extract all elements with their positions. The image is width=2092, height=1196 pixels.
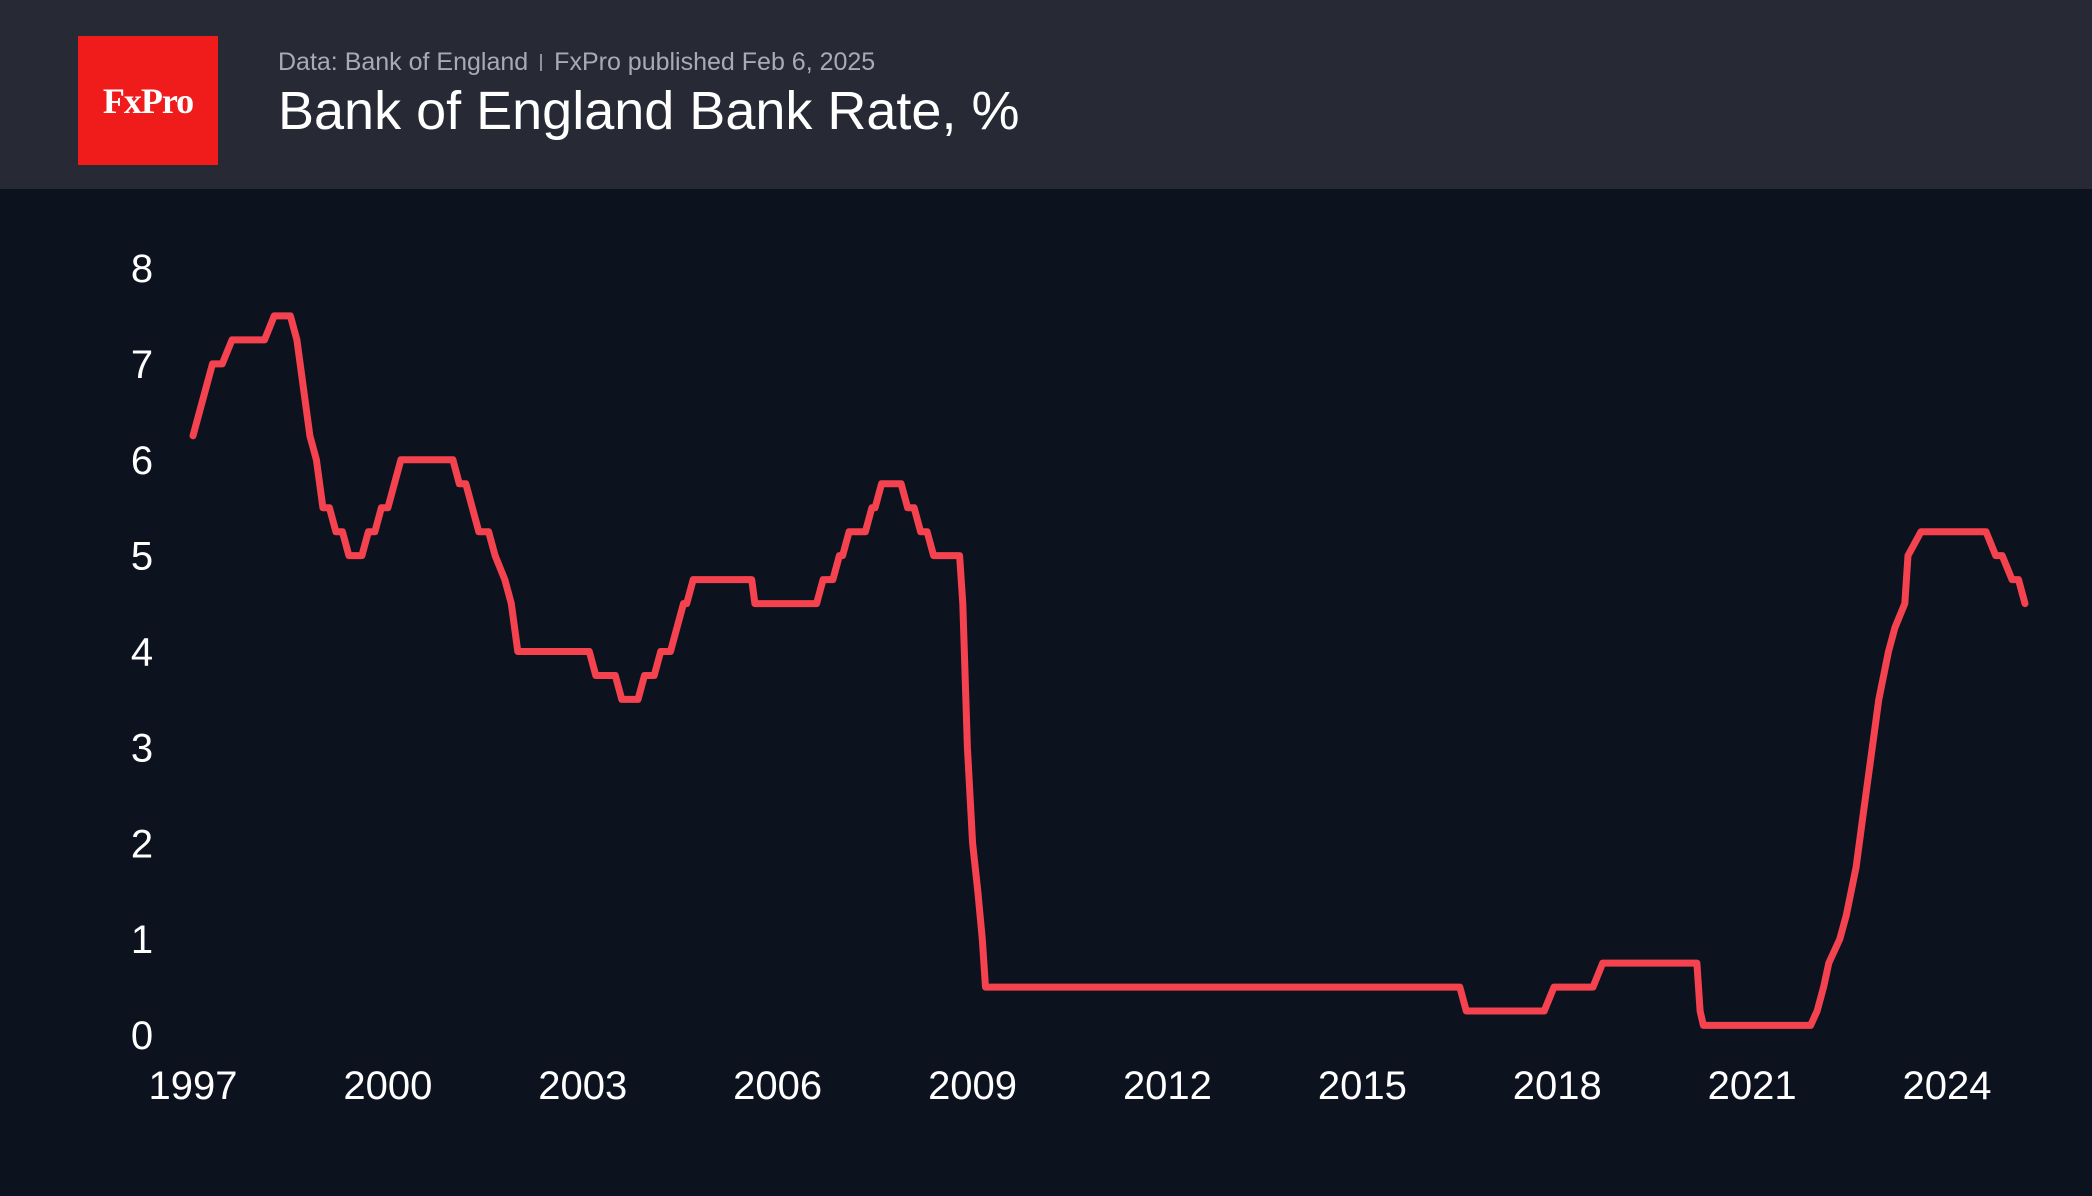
fxpro-logo: FxPro [78,36,218,165]
y-tick-label: 5 [131,535,153,579]
x-tick-label: 2015 [1318,1064,1407,1108]
x-tick-label: 2018 [1513,1064,1602,1108]
y-tick-label: 2 [131,822,153,866]
chart-title: Bank of England Bank Rate, % [278,81,1020,141]
x-tick-label: 2024 [1903,1064,1992,1108]
bank-rate-line [189,312,2029,1029]
x-tick-label: 2009 [928,1064,1017,1108]
x-tick-label: 2000 [343,1064,432,1108]
separator [540,54,543,71]
y-tick-label: 7 [131,343,153,387]
y-tick-label: 3 [131,726,153,770]
x-tick-label: 1997 [149,1064,238,1108]
y-tick-label: 4 [131,631,153,675]
header-bar: FxPro Data: Bank of England FxPro publis… [0,0,2092,189]
logo-text: FxPro [102,80,194,121]
y-tick-label: 1 [131,918,153,962]
x-tick-label: 2006 [733,1064,822,1108]
series-group [189,312,2029,1029]
y-tick-label: 8 [131,247,153,291]
x-tick-label: 2003 [538,1064,627,1108]
published-date: FxPro published Feb 6, 2025 [554,48,876,76]
y-tick-label: 6 [131,439,153,483]
x-axis: 1997 2000 2003 2006 2009 2012 2015 2018 2021 2024 [149,1064,1992,1108]
y-tick-label: 0 [131,1014,153,1058]
y-axis: 0 1 2 3 4 5 6 7 8 [131,247,153,1058]
data-source: Data: Bank of England [278,48,529,76]
source-line: Data: Bank of England FxPro published Fe… [278,48,875,77]
x-tick-label: 2021 [1708,1064,1797,1108]
x-tick-label: 2012 [1123,1064,1212,1108]
